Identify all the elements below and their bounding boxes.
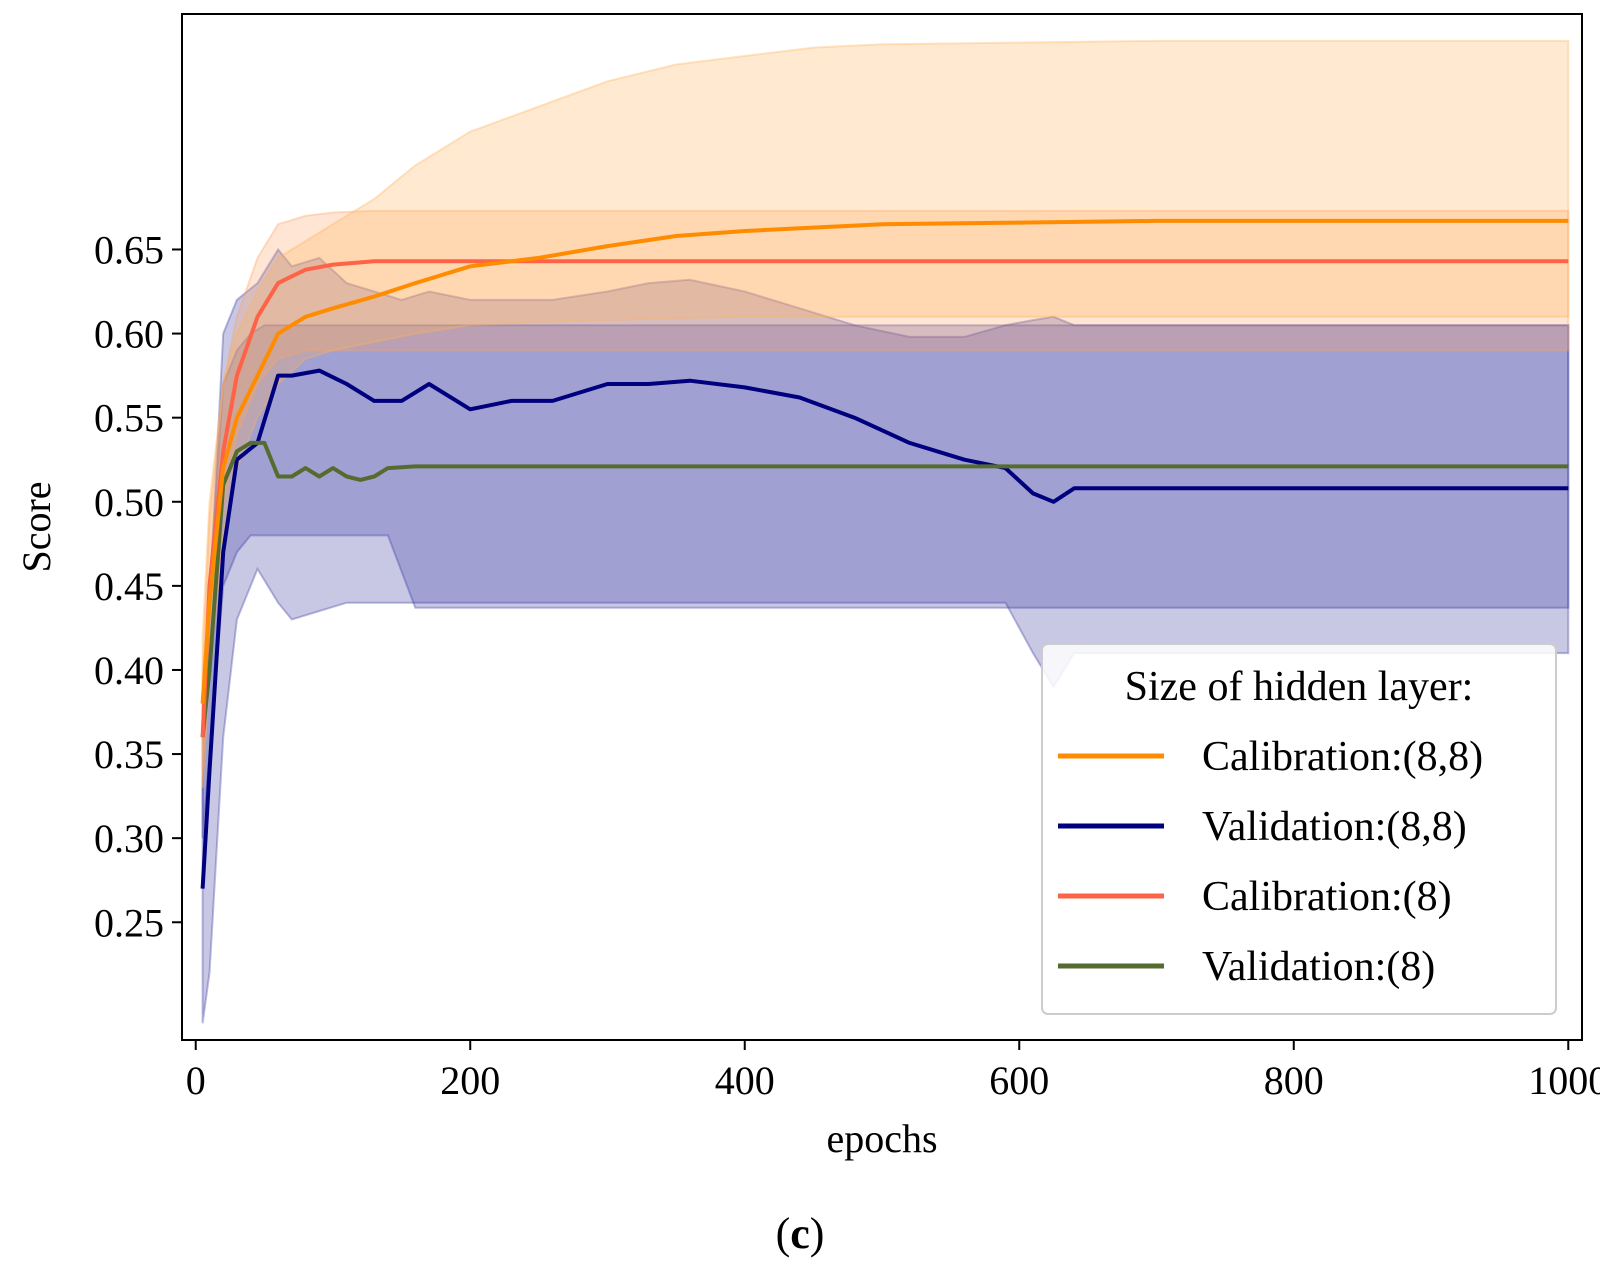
score-vs-epochs-chart: 0 200 400 600 800 1000 0.250.300.350.400.450.… [14,13,1600,1161]
y-tick-label-0.65: 0.65 [94,227,164,272]
x-tick-label-400: 400 [715,1058,775,1103]
figure-caption: (c) [0,1208,1600,1259]
y-tick-label-0.40: 0.40 [94,648,164,693]
x-tick-label-1000: 1000 [1528,1058,1600,1103]
caption-close-paren: ) [809,1209,825,1258]
legend: Size of hidden layer: Calibration:(8,8) V… [1041,643,1557,1015]
legend-label-calibration-8-8: Calibration:(8,8) [1202,734,1483,780]
x-axis-ticks: 0 200 400 600 800 1000 [186,1040,1600,1103]
series-lines [200,218,1569,889]
legend-box [1041,643,1557,1015]
x-tick-label-0: 0 [186,1058,206,1103]
y-tick-label-0.60: 0.60 [94,312,164,357]
legend-label-validation-8-8: Validation:(8,8) [1202,804,1467,850]
confidence-bands [201,39,1570,1024]
legend-title: Size of hidden layer: [1125,664,1474,710]
x-tick-label-200: 200 [440,1058,500,1103]
line-calibration-8-8 [200,218,1569,704]
y-tick-label-0.45: 0.45 [94,564,164,609]
plot-frame [181,13,1583,1041]
legend-label-validation-8: Validation:(8) [1202,944,1435,990]
y-axis-ticks: 0.25 0.30 0.35 0.40 0.45 0.50 0.55 0.60 0.65 [94,227,182,945]
band-validation-8-8 [201,247,1570,1024]
y-tick-label-0.35: 0.35 [94,732,164,777]
x-tick-label-600: 600 [989,1058,1049,1103]
band-calibration-8-8 [201,39,1570,788]
x-axis-label: epochs [826,1116,937,1161]
line-validation-8-8 [200,368,1569,889]
legend-items: Calibration:(8,8) Validation:(8,8) Calibra… [1058,734,1483,990]
line-validation-8 [200,440,1569,738]
line-calibration-8 [200,259,1569,738]
y-tick-label-0.30: 0.30 [94,816,164,861]
y-tick-label-0.25: 0.25 [94,900,164,945]
caption-letter: c [790,1209,810,1258]
caption-open-paren: ( [775,1209,791,1258]
x-tick-label-800: 800 [1264,1058,1324,1103]
y-tick-label-0.50: 0.50 [94,480,164,525]
band-calibration-8 [201,209,1570,788]
y-tick-label-0.55: 0.55 [94,396,164,441]
y-axis-label: Score [14,481,59,572]
legend-label-calibration-8: Calibration:(8) [1202,874,1452,920]
